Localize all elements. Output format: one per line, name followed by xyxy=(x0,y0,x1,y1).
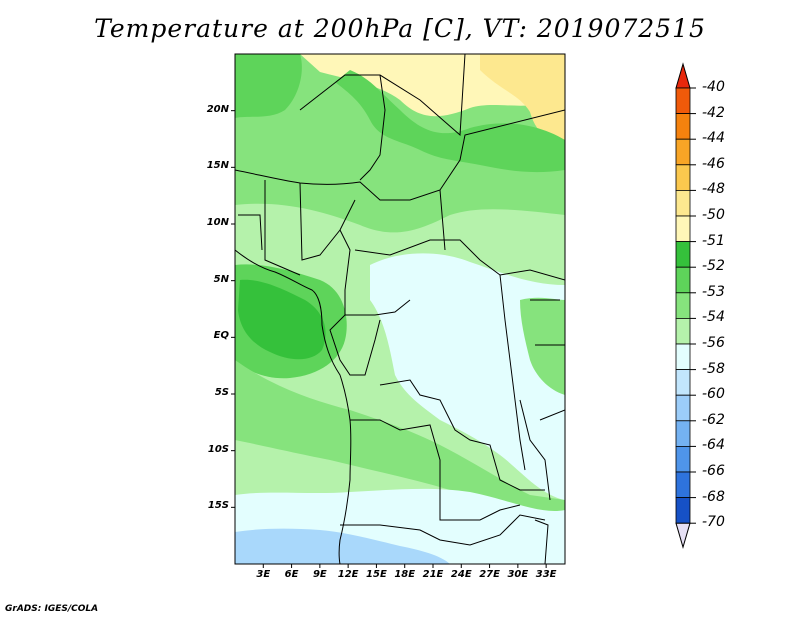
colorbar-box xyxy=(675,394,691,422)
colorbar-label: -44 xyxy=(702,130,725,147)
colorbar-box xyxy=(675,266,691,294)
border-angola xyxy=(350,419,521,521)
field-darkgreen-northwest xyxy=(235,54,302,118)
field-darkgreen-north xyxy=(335,70,565,173)
lat-tick-label: 15S xyxy=(207,500,229,512)
lon-tick-label: 6E xyxy=(284,569,299,580)
colorbar-box xyxy=(675,317,691,345)
map-frame xyxy=(234,53,566,565)
border-chad-north xyxy=(359,74,386,181)
field-blue-southwest xyxy=(235,528,450,564)
credit-text: GrADS: IGES/COLA xyxy=(5,604,99,614)
lon-tick-label: 24E xyxy=(450,569,472,580)
colorbar-label: -54 xyxy=(702,309,725,326)
lon-tick-label: 18E xyxy=(394,569,416,580)
colorbar-label: -58 xyxy=(702,360,725,377)
figure-title: Temperature at 200hPa [C], VT: 201907251… xyxy=(94,14,706,43)
colorbar-box xyxy=(675,138,691,166)
lat-tick-label: 10N xyxy=(206,217,229,228)
lon-tick-label: 27E xyxy=(479,569,500,580)
temperature-field xyxy=(235,54,565,564)
border-misc xyxy=(238,189,551,564)
border-south xyxy=(340,514,546,546)
lon-tick-label: 21E xyxy=(422,569,444,580)
colorbar-label: -46 xyxy=(702,155,725,172)
field-darkgreen-core xyxy=(238,279,326,360)
colorbar-label: -64 xyxy=(702,437,725,454)
field-green-east xyxy=(520,297,565,395)
colorbar-box xyxy=(675,471,691,499)
colorbar-box xyxy=(675,215,691,243)
colorbar-label: -51 xyxy=(702,232,725,249)
lat-tick-label: 5N xyxy=(213,273,229,285)
colorbar-box xyxy=(675,189,691,217)
colorbar-box xyxy=(675,343,691,371)
field-yellow-deep xyxy=(480,54,565,145)
lon-tick-label: 12E xyxy=(337,569,359,580)
colorbar-box xyxy=(675,369,691,396)
colorbar-label: -42 xyxy=(702,104,725,121)
colorbar-label: -48 xyxy=(702,181,725,198)
colorbar-box xyxy=(675,497,691,524)
border-central-african xyxy=(354,239,565,281)
colorbar-label: -50 xyxy=(702,207,725,223)
colorbar-box xyxy=(675,87,691,115)
border-sahel xyxy=(235,109,565,201)
lon-tick-label: 33E xyxy=(535,569,557,580)
colorbar-label: -70 xyxy=(702,514,725,531)
colorbar-box xyxy=(675,420,691,447)
colorbar-bottom-triangle xyxy=(675,522,691,549)
lat-tick-label: 10S xyxy=(207,443,229,455)
colorbar-label: -56 xyxy=(702,335,725,351)
colorbar-label: -40 xyxy=(702,79,725,95)
border-lines xyxy=(235,54,565,564)
field-green-belt xyxy=(235,360,565,520)
lon-tick-label: 30E xyxy=(507,569,529,580)
lat-tick-label: 15N xyxy=(206,160,229,172)
coastline-west xyxy=(235,249,352,564)
colorbar-label: -52 xyxy=(702,258,725,275)
colorbar-box xyxy=(675,292,691,319)
border-congo xyxy=(329,314,381,376)
axis-ticks xyxy=(231,110,547,568)
colorbar-label: -62 xyxy=(702,411,725,428)
lat-tick-label: EQ xyxy=(213,330,229,342)
lon-tick-label: 3E xyxy=(256,569,271,580)
colorbar xyxy=(675,62,696,549)
colorbar-box xyxy=(675,164,691,191)
colorbar-label: -68 xyxy=(702,488,725,505)
border-nigeria xyxy=(264,180,356,276)
lat-tick-label: 20N xyxy=(206,103,229,115)
lon-tick-label: 15E xyxy=(366,569,387,580)
colorbar-label: -53 xyxy=(702,283,725,300)
lat-tick-label: 5S xyxy=(214,387,229,398)
colorbar-label: -60 xyxy=(702,386,725,403)
colorbar-label: -66 xyxy=(702,463,725,479)
border-drc xyxy=(379,379,545,491)
lon-tick-label: 9E xyxy=(312,569,327,580)
border-north-sahara xyxy=(299,54,466,137)
colorbar-top-triangle xyxy=(675,62,691,89)
border-east xyxy=(499,274,565,471)
colorbar-box xyxy=(675,241,691,268)
colorbar-box xyxy=(675,445,691,473)
field-cyan-central xyxy=(370,253,565,500)
colorbar-box xyxy=(675,113,691,140)
